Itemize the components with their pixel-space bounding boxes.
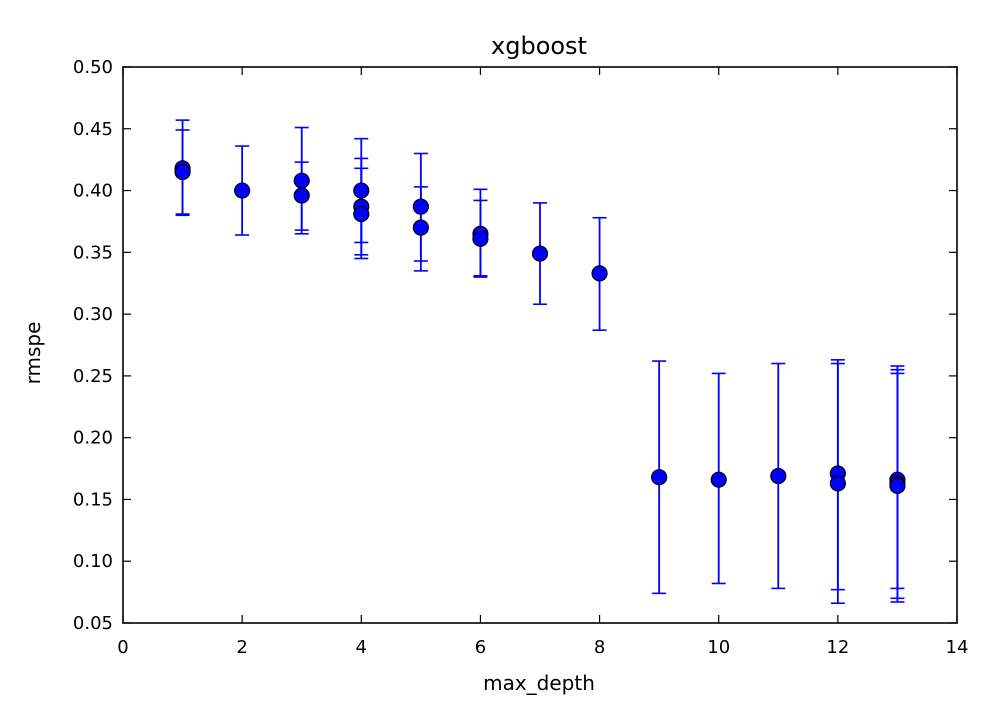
data-point — [234, 182, 251, 199]
data-point — [651, 469, 668, 486]
plot-area — [174, 119, 906, 605]
plot-frame — [122, 66, 958, 624]
y-tick-label: 0.15 — [73, 489, 113, 510]
data-point — [472, 230, 489, 247]
y-tick-label: 0.25 — [73, 366, 113, 387]
x-tick-label: 2 — [236, 637, 247, 658]
y-tick-label: 0.45 — [73, 119, 113, 140]
axis-ticks: 0 2 4 6 8 10 12 14 0.05 0.10 0.15 0.20 0.25 0.30 0.35 0… — [73, 57, 969, 658]
x-tick-label: 4 — [356, 637, 367, 658]
x-axis-label: max_depth — [483, 671, 595, 695]
data-point — [531, 245, 549, 262]
x-tick-label: 6 — [475, 637, 486, 658]
data-point — [412, 219, 429, 236]
data-point — [353, 205, 370, 223]
y-tick-label: 0.10 — [73, 551, 113, 572]
data-point — [293, 172, 310, 189]
y-tick-label: 0.30 — [73, 304, 113, 325]
data-point — [353, 182, 370, 199]
data-point — [293, 187, 310, 204]
x-tick-label: 10 — [707, 637, 730, 658]
y-tick-label: 0.50 — [73, 57, 113, 78]
y-tick-label: 0.35 — [73, 242, 113, 263]
x-tick-label: 14 — [946, 637, 969, 658]
data-point — [770, 467, 787, 485]
chart-title: xgboost — [491, 32, 587, 60]
y-tick-label: 0.40 — [73, 181, 113, 202]
x-tick-label: 8 — [594, 637, 605, 658]
y-tick-label: 0.20 — [73, 428, 113, 449]
data-point — [710, 471, 727, 488]
y-axis-label: rmspe — [21, 322, 45, 385]
data-point — [829, 475, 846, 492]
data-point — [591, 265, 608, 282]
y-tick-label: 0.05 — [73, 613, 113, 634]
x-tick-label: 0 — [117, 637, 128, 658]
data-point — [174, 163, 191, 181]
x-tick-label: 12 — [826, 637, 849, 658]
data-point — [889, 477, 906, 494]
data-point — [412, 198, 429, 215]
